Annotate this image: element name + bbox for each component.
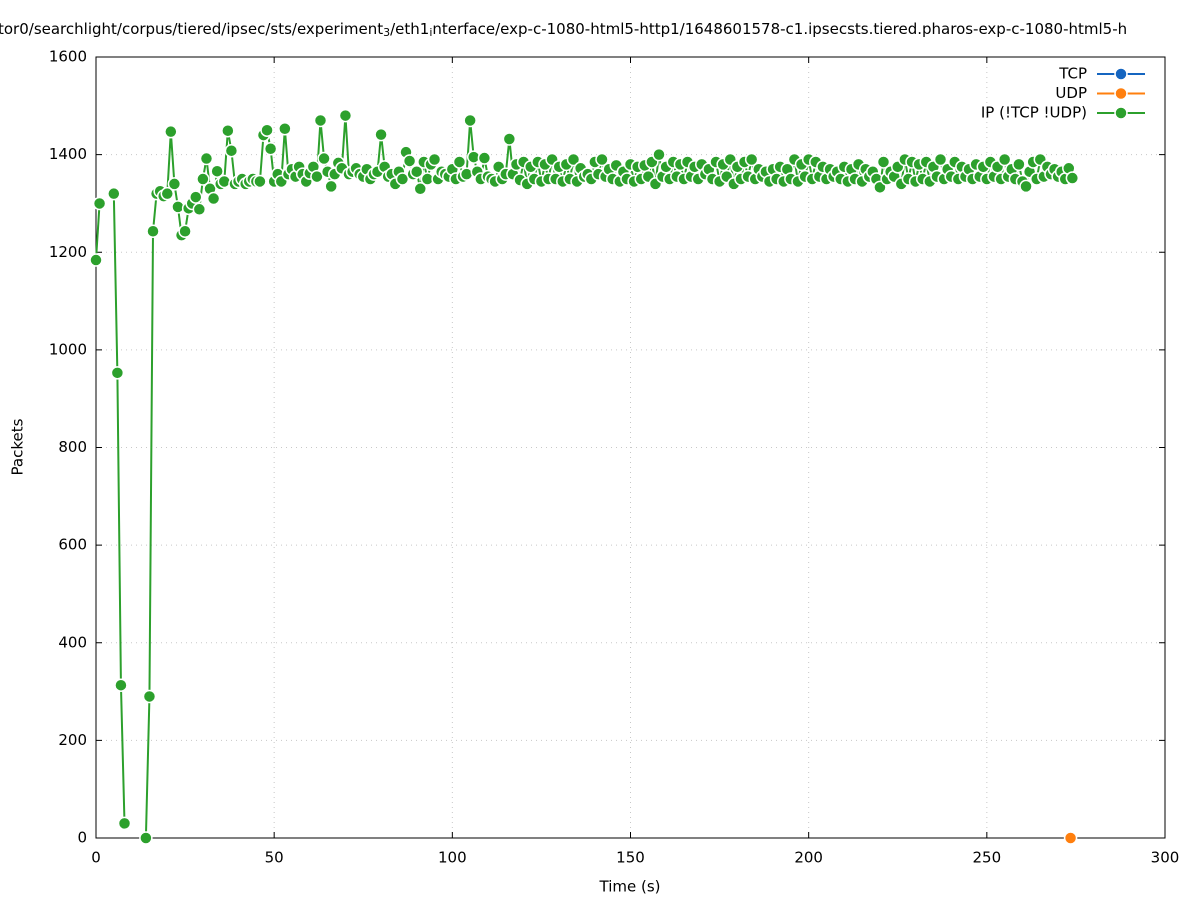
data-point — [117, 816, 132, 831]
legend-marker — [1114, 86, 1128, 101]
data-point — [595, 152, 609, 167]
data-point — [652, 147, 666, 162]
legend-marker — [1114, 67, 1128, 81]
legend-label: TCP — [1058, 65, 1087, 83]
data-point — [1065, 171, 1080, 185]
series-line — [144, 115, 1074, 839]
x-tick-label: 150 — [616, 849, 645, 867]
title-part: tor0/searchlight/corpus/tiered/ipsec/sts… — [0, 20, 383, 38]
data-point — [189, 190, 203, 204]
chart-title: tor0/searchlight/corpus/tiered/ipsec/sts… — [0, 20, 1127, 40]
title-part: /eth1 — [390, 20, 429, 38]
data-point — [221, 123, 235, 138]
data-point — [933, 152, 948, 167]
data-point — [278, 122, 292, 136]
legend-label: IP (!TCP !UDP) — [981, 104, 1087, 122]
data-point — [107, 186, 121, 201]
y-tick-label: 1600 — [49, 48, 87, 66]
x-tick-label: 0 — [91, 849, 101, 867]
data-point — [310, 169, 324, 184]
data-point — [253, 174, 267, 189]
data-point — [146, 224, 160, 239]
x-tick-label: 200 — [794, 849, 823, 867]
title-part: i — [429, 26, 432, 39]
y-tick-label: 600 — [58, 536, 87, 554]
y-tick-label: 200 — [58, 731, 87, 749]
plot-border — [95, 56, 1166, 839]
legend-marker — [1114, 106, 1128, 120]
data-point — [224, 143, 239, 158]
y-tick-label: 1000 — [49, 340, 87, 358]
legend-label: UDP — [1055, 84, 1087, 102]
data-point — [502, 132, 517, 146]
data-point — [413, 182, 428, 196]
y-tick-label: 800 — [58, 438, 87, 456]
data-point — [1063, 831, 1078, 845]
data-point — [1012, 157, 1026, 172]
x-tick-label: 100 — [438, 849, 467, 867]
data-point — [997, 152, 1012, 167]
y-axis-label: Packets — [9, 418, 27, 475]
y-tick-label: 1400 — [49, 145, 87, 163]
data-point — [178, 224, 192, 239]
y-tick-label: 400 — [58, 633, 87, 651]
data-point — [192, 202, 207, 217]
data-point — [452, 155, 467, 169]
series-line — [112, 193, 126, 824]
x-tick-label: 300 — [1151, 849, 1180, 867]
data-point — [876, 155, 891, 169]
data-point — [263, 142, 278, 156]
data-point — [313, 113, 328, 128]
data-point — [114, 678, 128, 692]
data-point — [409, 164, 424, 179]
data-point — [196, 172, 210, 186]
y-tick-label: 1200 — [49, 243, 87, 261]
data-point — [1019, 179, 1033, 194]
data-point — [395, 172, 410, 186]
data-point — [199, 151, 214, 166]
data-point — [164, 124, 178, 139]
data-point — [89, 253, 103, 267]
data-point — [477, 151, 492, 165]
data-point — [139, 831, 153, 845]
data-point — [260, 123, 274, 137]
series-line — [95, 203, 101, 261]
data-point — [160, 186, 175, 201]
title-part: nterface/exp-c-1080-html5-http1/16486015… — [432, 20, 1127, 38]
data-point — [402, 154, 417, 168]
data-point — [744, 152, 759, 167]
x-tick-label: 250 — [973, 849, 1002, 867]
data-point — [206, 191, 221, 206]
x-axis-label: Time (s) — [599, 878, 661, 896]
data-point — [110, 366, 125, 380]
data-point — [463, 113, 477, 128]
title-part: 3 — [383, 26, 390, 39]
data-point — [566, 152, 581, 167]
data-point — [142, 689, 157, 704]
y-tick-label: 0 — [77, 829, 87, 847]
data-point — [92, 196, 107, 211]
data-point — [210, 164, 224, 178]
data-point — [374, 127, 388, 142]
data-point — [324, 179, 338, 194]
data-point — [338, 108, 353, 123]
data-point — [167, 177, 182, 191]
x-tick-label: 50 — [265, 849, 284, 867]
data-point — [427, 152, 442, 167]
data-point — [317, 151, 331, 166]
